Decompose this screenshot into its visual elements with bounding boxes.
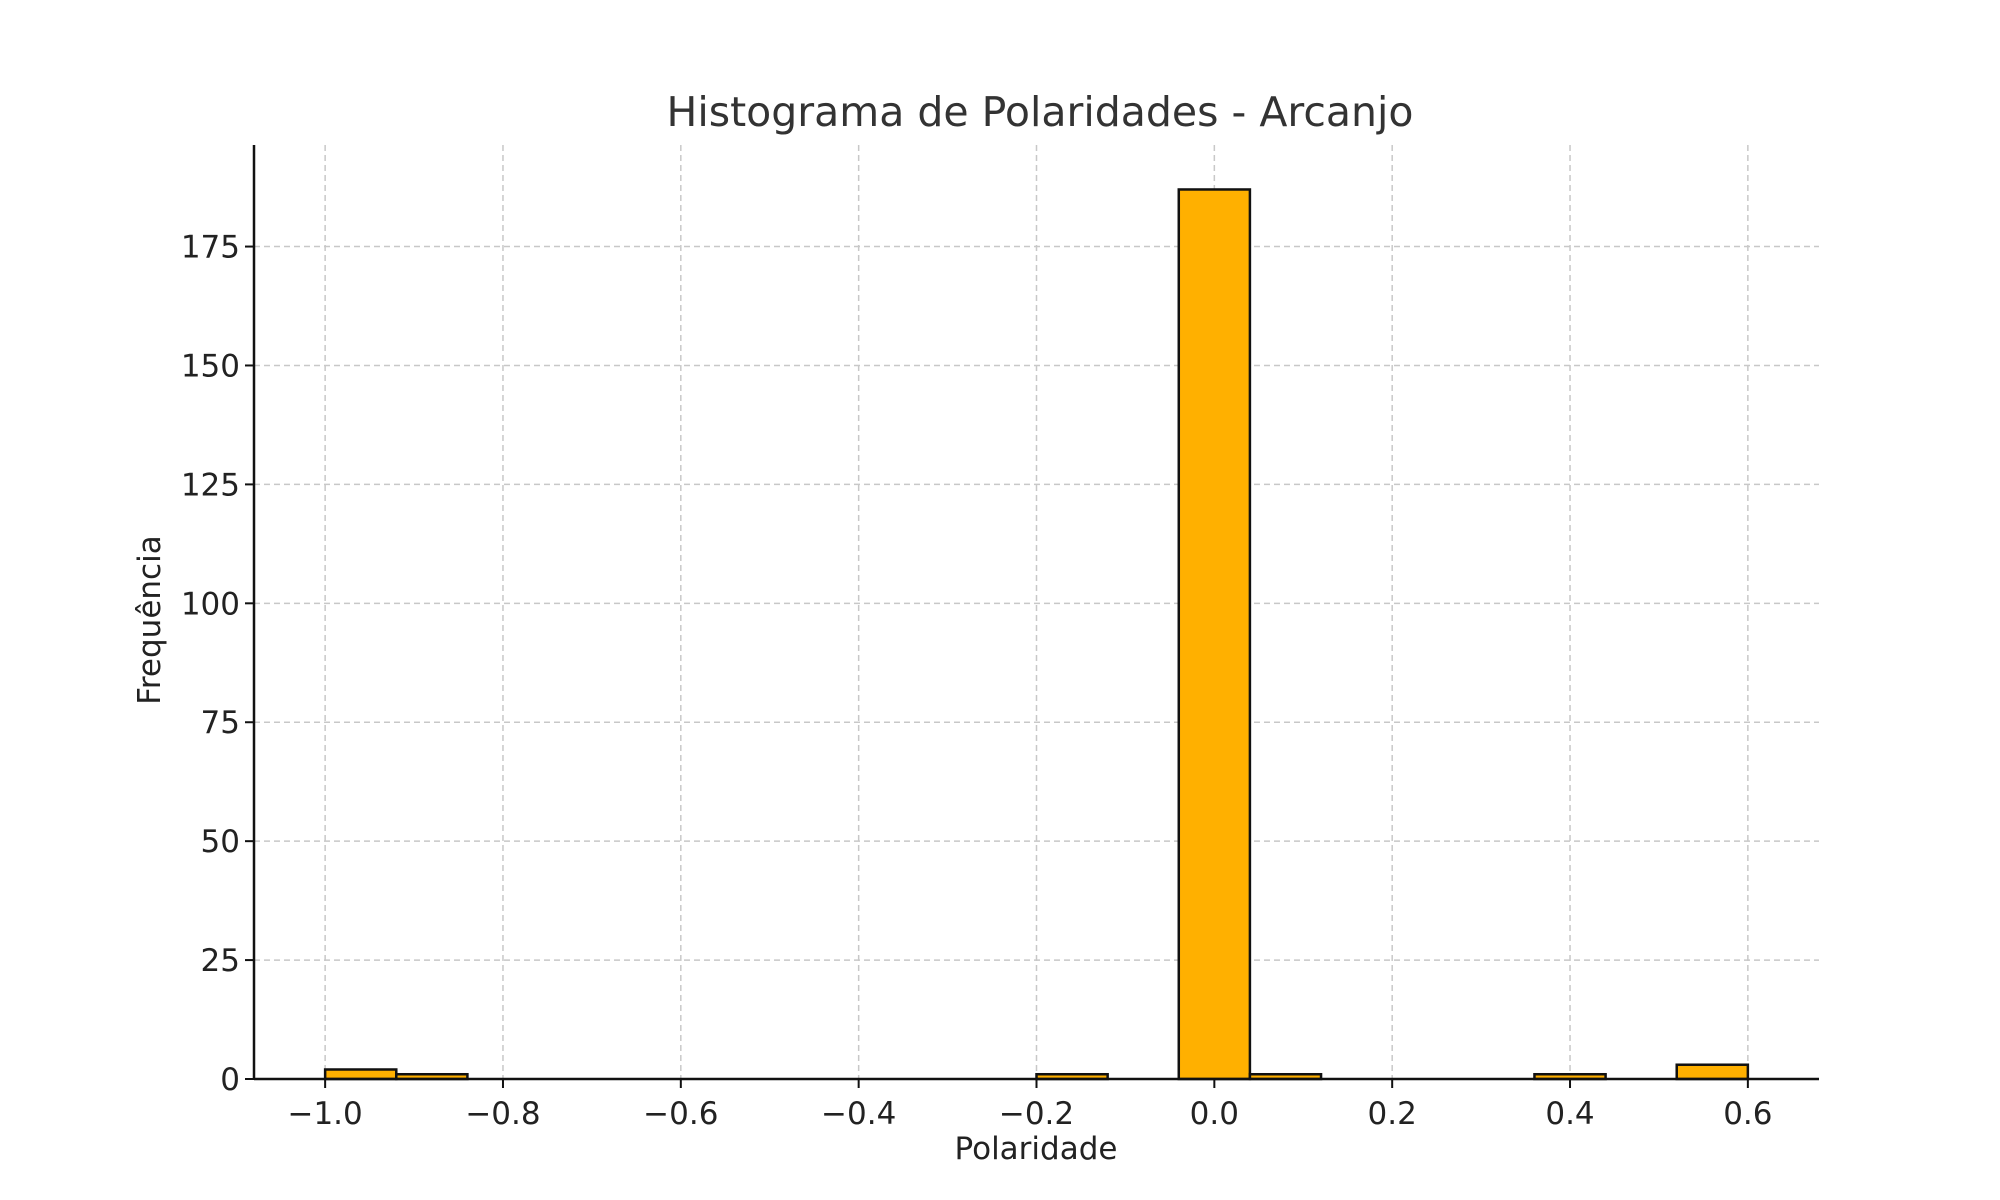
x-tick-label: −0.4 — [821, 1096, 896, 1132]
x-tick-label: 0.0 — [1190, 1096, 1239, 1132]
x-axis-label: Polaridade — [955, 1131, 1118, 1167]
y-tick-label: 0 — [220, 1062, 240, 1098]
histogram-bar — [323, 1068, 398, 1081]
x-tick-label: −0.6 — [643, 1096, 718, 1132]
histogram-bar — [1177, 188, 1252, 1081]
x-tick-label: −0.2 — [999, 1096, 1074, 1132]
x-tick-label: 0.4 — [1545, 1096, 1594, 1132]
x-tick-label: 0.2 — [1368, 1096, 1417, 1132]
y-tick-label: 50 — [201, 824, 240, 860]
x-tick-label: −0.8 — [465, 1096, 540, 1132]
y-tick-label: 125 — [181, 467, 240, 503]
x-ticks: −1.0 −0.8 −0.6 −0.4 −0.2 0.0 0.2 0.4 0.6 — [287, 1079, 1773, 1132]
x-tick-label: −1.0 — [287, 1096, 362, 1132]
y-tick-label: 175 — [181, 230, 240, 266]
y-axis-label: Frequência — [132, 535, 168, 704]
y-tick-label: 25 — [201, 943, 240, 979]
histogram-bar — [1675, 1063, 1750, 1081]
x-tick-label: 0.6 — [1723, 1096, 1772, 1132]
y-ticks: 0 25 50 75 100 125 150 175 — [181, 230, 254, 1098]
y-tick-label: 150 — [181, 348, 240, 384]
y-tick-label: 75 — [201, 705, 240, 741]
y-tick-label: 100 — [181, 586, 240, 622]
chart-title: Histograma de Polaridades - Arcanjo — [667, 88, 1414, 136]
grid-lines — [254, 145, 1819, 1080]
